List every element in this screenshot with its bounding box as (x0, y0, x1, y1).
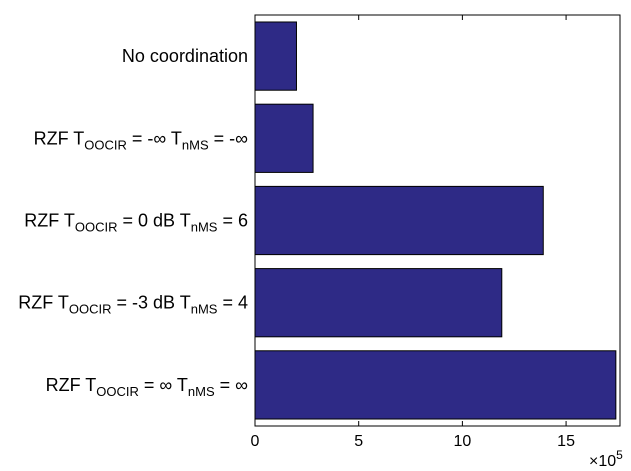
bar-1 (254, 21, 297, 91)
category-label-2: RZF TOOCIR = -∞ TnMS = -∞ (34, 128, 249, 152)
label-text: = -∞ T (127, 128, 182, 148)
x-axis-multiplier: ×105 (589, 448, 623, 470)
label-text: = ∞ (215, 375, 249, 395)
label-text: = -3 dB T (112, 293, 191, 313)
label-text: = ∞ T (139, 375, 188, 395)
x-tick-label: 10 (453, 433, 471, 450)
label-subscript: OOCIR (96, 384, 139, 399)
category-label-1: No coordination (122, 46, 248, 66)
label-text: RZF T (24, 211, 75, 231)
label-text: = 6 (217, 211, 248, 231)
label-subscript: nMS (191, 220, 218, 235)
category-label-5: RZF TOOCIR = ∞ TnMS = ∞ (46, 375, 249, 399)
x-axis-ticks: 0 5 10 15 (251, 15, 575, 450)
label-text: RZF T (46, 375, 97, 395)
bar-5 (254, 350, 617, 420)
x-tick-label: 0 (251, 433, 260, 450)
category-label-4: RZF TOOCIR = -3 dB TnMS = 4 (18, 293, 248, 317)
label-text: = 0 dB T (118, 211, 191, 231)
label-subscript: nMS (182, 137, 209, 152)
multiplier-base: ×10 (589, 453, 616, 470)
multiplier-exponent: 5 (616, 448, 623, 462)
label-subscript: OOCIR (75, 220, 118, 235)
label-text: = 4 (217, 293, 248, 313)
bar-3 (254, 185, 544, 256)
label-text: = -∞ (209, 128, 249, 148)
label-text: RZF T (18, 293, 69, 313)
label-text: RZF T (34, 128, 85, 148)
bar-4 (254, 268, 503, 338)
x-tick-label: 15 (557, 433, 575, 450)
category-label-3: RZF TOOCIR = 0 dB TnMS = 6 (24, 211, 248, 235)
label-subscript: nMS (191, 302, 218, 317)
label-text: No coordination (122, 46, 248, 66)
x-tick-label: 5 (354, 433, 363, 450)
label-subscript: OOCIR (69, 302, 112, 317)
bars-group (254, 21, 617, 420)
bar-2 (254, 103, 314, 173)
label-subscript: nMS (188, 384, 215, 399)
label-subscript: OOCIR (84, 137, 127, 152)
